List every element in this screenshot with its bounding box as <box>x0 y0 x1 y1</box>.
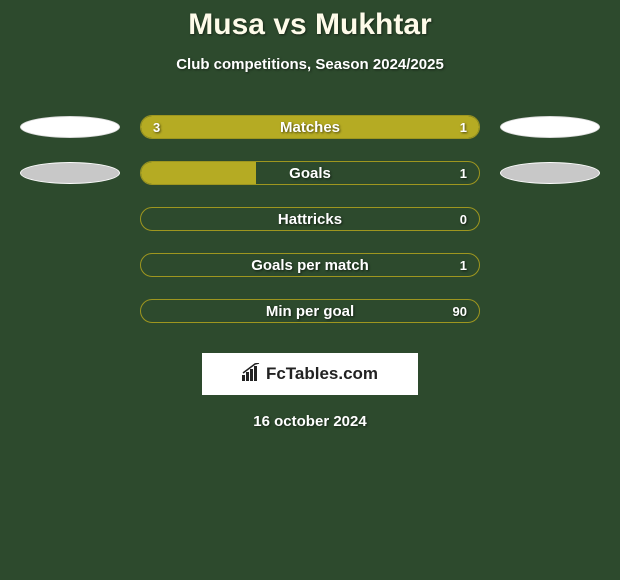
stat-bar: Goals1 <box>140 161 480 185</box>
stat-row: Hattricks0 <box>0 207 620 231</box>
stat-label: Goals per match <box>141 257 479 274</box>
stat-row: Min per goal90 <box>0 299 620 323</box>
stat-bar: Goals per match1 <box>140 253 480 277</box>
stat-value-right: 1 <box>460 258 467 273</box>
stat-bar: Matches31 <box>140 115 480 139</box>
stat-row: Goals1 <box>0 161 620 185</box>
chart-icon <box>242 363 262 386</box>
stat-value-left: 3 <box>153 120 160 135</box>
main-container: Musa vs Mukhtar Club competitions, Seaso… <box>0 0 620 430</box>
bar-left-fill <box>141 162 256 184</box>
stat-row: Goals per match1 <box>0 253 620 277</box>
player-right-bubble <box>500 116 600 138</box>
stat-label: Hattricks <box>141 211 479 228</box>
stats-list: Matches31Goals1Hattricks0Goals per match… <box>0 115 620 323</box>
stat-bar: Min per goal90 <box>140 299 480 323</box>
stat-label: Min per goal <box>141 303 479 320</box>
player-right-bubble <box>500 162 600 184</box>
stat-row: Matches31 <box>0 115 620 139</box>
stat-value-right: 90 <box>453 304 467 319</box>
player-left-bubble <box>20 116 120 138</box>
stat-value-right: 1 <box>460 166 467 181</box>
stat-value-right: 1 <box>460 120 467 135</box>
stat-bar: Hattricks0 <box>140 207 480 231</box>
subtitle: Club competitions, Season 2024/2025 <box>0 56 620 73</box>
logo: FcTables.com <box>242 363 378 386</box>
date: 16 october 2024 <box>0 413 620 430</box>
bar-left-fill <box>141 116 384 138</box>
stat-value-right: 0 <box>460 212 467 227</box>
player-left-bubble <box>20 162 120 184</box>
logo-text: FcTables.com <box>266 364 378 384</box>
logo-box[interactable]: FcTables.com <box>202 353 418 395</box>
page-title: Musa vs Mukhtar <box>0 8 620 42</box>
